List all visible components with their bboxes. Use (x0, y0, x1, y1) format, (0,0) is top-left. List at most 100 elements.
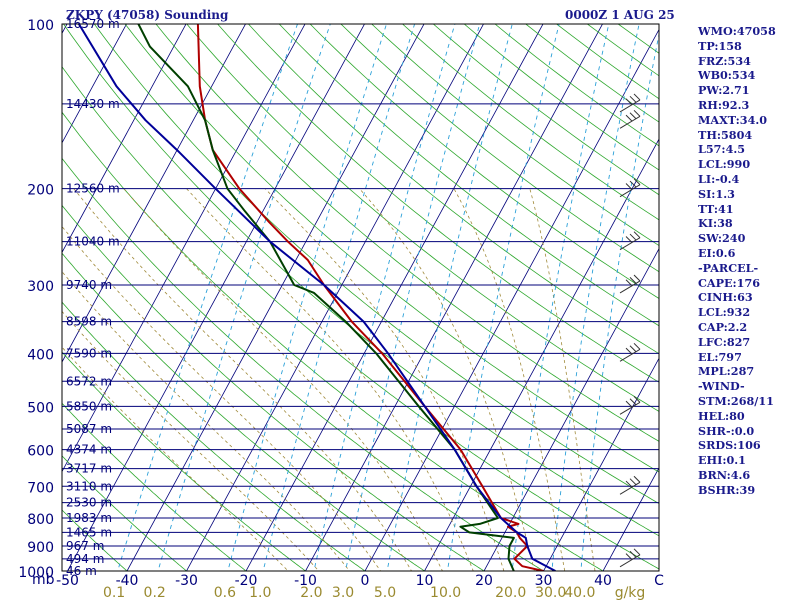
wind-barb (619, 475, 641, 495)
dry-adiabat (340, 24, 659, 273)
pressure-tick-label: 600 (27, 444, 54, 460)
wind-barb-flag (629, 277, 637, 284)
wind-barb-flag (625, 553, 633, 560)
dewpoint-profile (137, 24, 515, 571)
height-label: 46 m (66, 564, 97, 578)
plot-frame (61, 23, 660, 572)
wind-barb-flag (625, 236, 633, 243)
wind-barb-flag (633, 231, 641, 239)
wind-barb-staff (619, 184, 641, 198)
mixing-ratio-label: 5.0 (374, 585, 396, 600)
pressure-tick-label: 200 (27, 183, 54, 199)
stat-item: KI:38 (698, 216, 733, 231)
mixing-ratio-line (313, 24, 456, 571)
mixing-ratio-line (551, 24, 640, 571)
wind-barb-staff (619, 481, 641, 495)
stat-item: LCL:990 (698, 157, 751, 172)
stat-item: FRZ:534 (698, 53, 751, 68)
dry-adiabat (63, 24, 659, 537)
dry-adiabat (62, 509, 128, 571)
chart-title: ZKPY (47058) Sounding (66, 8, 229, 22)
height-label: 5850 m (66, 399, 112, 413)
wind-barb (619, 395, 641, 415)
wind-barb-flag (633, 109, 641, 117)
wind-barb-flag (633, 274, 641, 282)
dry-adiabat (186, 24, 659, 412)
mixing-ratio-line (117, 24, 298, 571)
wind-barb-staff (619, 237, 641, 251)
dry-adiabat (124, 24, 659, 473)
isotherm-line (602, 467, 659, 571)
dry-adiabat (62, 402, 247, 571)
pressure-tick-label: 400 (27, 347, 54, 363)
pressure-tick-label: 100 (27, 18, 54, 34)
mixing-ratio-line (511, 24, 610, 571)
moist-adiabat (123, 188, 443, 571)
moist-adiabat (62, 310, 320, 571)
wind-barb-flag (629, 95, 637, 103)
isotherm-line (0, 12, 14, 583)
wind-barb-flag (629, 345, 637, 353)
stat-item: MAXT:34.0 (698, 112, 768, 127)
wind-barb-flag (633, 93, 641, 101)
stat-item: LI:-0.4 (698, 171, 740, 186)
wind-barb-staff (619, 554, 641, 568)
wind-barb-flag (625, 347, 633, 355)
wind-barb-staff (619, 99, 641, 113)
height-label: 4374 m (66, 443, 112, 457)
wind-barb (619, 178, 641, 198)
mixing-ratio-line (345, 24, 481, 571)
wind-barb-flag (633, 548, 641, 556)
stat-item: BRN:4.6 (698, 467, 751, 482)
pressure-tick-label: 300 (27, 279, 54, 295)
profiles (78, 24, 556, 571)
wind-barb-flag (625, 114, 633, 122)
mixing-ratio-label: 1.0 (249, 585, 271, 600)
wind-barb-staff (619, 401, 641, 415)
dry-adiabat (155, 24, 659, 442)
pressure-tick-label: 700 (27, 480, 54, 496)
wind-barb-flag (625, 98, 633, 106)
wind-barb-staff (619, 348, 641, 362)
wind-barb-flag (625, 183, 633, 190)
dry-adiabat (62, 455, 188, 571)
mixing-ratio-label: 3.0 (332, 585, 354, 600)
mixing-ratio-line (262, 24, 416, 571)
stat-item: EI:0.6 (698, 245, 736, 260)
stat-item: LFC:827 (698, 334, 751, 349)
isotherm-line (62, 24, 127, 144)
wind-barb-flag (633, 395, 641, 403)
stat-item: BSHR:39 (698, 482, 756, 497)
moist-adiabat (264, 188, 505, 571)
wind-barb-staff (619, 280, 641, 294)
mixing-ratio-label: 40.0 (564, 585, 595, 600)
chart-time: 0000Z 1 AUG 25 (565, 8, 675, 22)
mixing-ratio-line (580, 32, 659, 571)
height-label: 3110 m (66, 479, 112, 493)
pressure-tick-label: 500 (27, 400, 54, 416)
wind-barb-staff (619, 115, 641, 129)
wind-barb (619, 109, 641, 129)
height-label: 16570 m (66, 17, 120, 31)
moist-adiabat (62, 225, 382, 571)
wind-barb-flag (629, 233, 637, 241)
height-label: 3717 m (66, 462, 112, 476)
temperature-tick-label: -40 (116, 573, 139, 589)
isotherm-line (305, 24, 603, 571)
isotherm-line (126, 24, 425, 571)
mixing-ratio-line (157, 24, 331, 571)
height-label: 2530 m (66, 496, 112, 510)
height-label: 14430 m (66, 97, 120, 111)
stat-item: SW:240 (698, 231, 746, 246)
height-label: 1983 m (66, 511, 112, 525)
pressure-axis-label: mb (32, 572, 55, 588)
isotherm-line (245, 24, 544, 571)
isotherm-line (62, 24, 68, 35)
stat-item: SRDS:106 (698, 438, 761, 453)
moist-adiabat (73, 188, 412, 571)
height-label: 1465 m (66, 525, 112, 539)
stat-item: SI:1.3 (698, 186, 735, 201)
dry-adiabat (247, 24, 659, 355)
stat-item: LCL:932 (698, 305, 751, 320)
